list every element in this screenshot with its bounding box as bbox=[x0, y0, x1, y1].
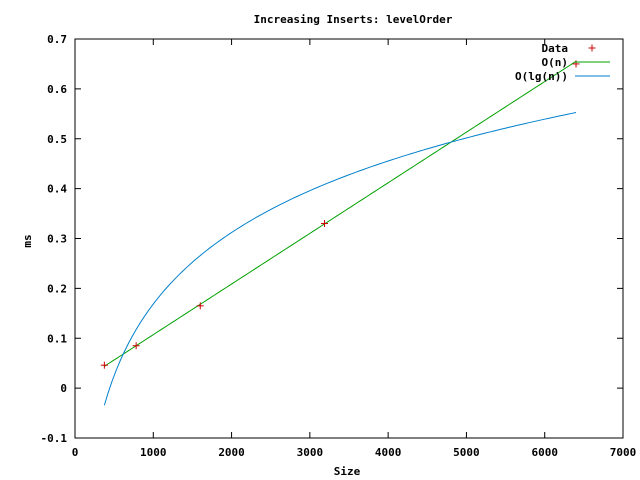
y-tick-label: 0.2 bbox=[47, 282, 67, 295]
chart-title: Increasing Inserts: levelOrder bbox=[254, 13, 453, 26]
legend-marker bbox=[588, 44, 596, 52]
series-layer bbox=[100, 60, 580, 406]
data-point bbox=[320, 220, 328, 228]
x-tick-label: 3000 bbox=[297, 446, 324, 459]
y-axis-label: ms bbox=[21, 234, 34, 247]
y-tick-label: 0.7 bbox=[47, 33, 67, 46]
x-tick-label: 5000 bbox=[453, 446, 480, 459]
plot-frame bbox=[74, 38, 624, 439]
y-tick-label: 0.3 bbox=[47, 233, 67, 246]
x-axis-label: Size bbox=[334, 465, 361, 478]
data-point bbox=[132, 342, 140, 350]
y-tick-label: -0.1 bbox=[41, 432, 68, 445]
y-tick-label: 0.6 bbox=[47, 83, 67, 96]
data-point bbox=[196, 302, 204, 310]
x-tick-label: 7000 bbox=[610, 446, 637, 459]
series-line-linear bbox=[104, 60, 577, 367]
x-tick-label: 2000 bbox=[218, 446, 245, 459]
legend-label: O(n) bbox=[542, 56, 569, 69]
x-tick-label: 1000 bbox=[140, 446, 167, 459]
data-point bbox=[572, 60, 580, 68]
x-tick-label: 0 bbox=[72, 446, 79, 459]
legend-label: Data bbox=[542, 42, 569, 55]
data-point bbox=[100, 361, 108, 369]
legend-label: O(lg(n)) bbox=[515, 70, 568, 83]
plot-border bbox=[74, 38, 624, 439]
y-axis-ticks: -0.1 0 0.1 0.2 0.3 0.4 0.5 0.6 0.7 bbox=[41, 33, 623, 445]
x-axis-ticks: 0 1000 2000 3000 4000 5000 6000 7000 bbox=[72, 39, 637, 459]
x-tick-label: 4000 bbox=[375, 446, 402, 459]
y-tick-label: 0.1 bbox=[47, 332, 67, 345]
y-tick-label: 0 bbox=[60, 382, 67, 395]
y-tick-label: 0.5 bbox=[47, 133, 67, 146]
x-tick-label: 6000 bbox=[531, 446, 558, 459]
y-tick-label: 0.4 bbox=[47, 183, 67, 196]
series-line-log2 bbox=[103, 112, 577, 406]
